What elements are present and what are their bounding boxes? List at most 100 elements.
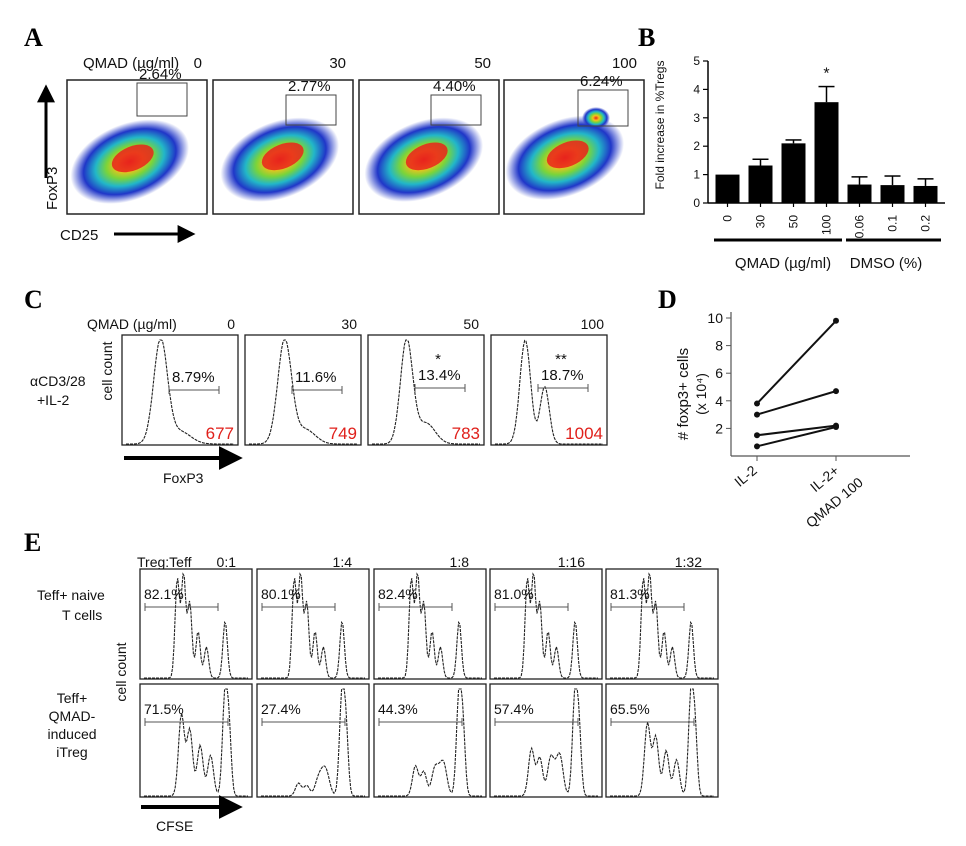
panel-e-frame-r2-4 bbox=[605, 683, 719, 798]
panel-b-bar-3 bbox=[814, 102, 839, 203]
panel-a-concentration-3: 100 bbox=[612, 55, 637, 72]
panel-d-y-tick-label-0: 2 bbox=[715, 420, 723, 436]
panel-d-y-tick-label-2: 6 bbox=[715, 365, 723, 381]
panel-e-ratio-1: 1:4 bbox=[333, 554, 353, 570]
panel-b-bar-4 bbox=[847, 184, 872, 203]
panel-e-row2-label-4: iTreg bbox=[56, 744, 87, 760]
panel-d-pair-line-3 bbox=[756, 426, 837, 448]
panel-e-gate-percent-r2-0: 71.5% bbox=[144, 701, 184, 717]
panel-c-y-axis-label: cell count bbox=[99, 341, 115, 400]
panel-c-mfi-value-2: 783 bbox=[452, 424, 480, 443]
panel-label-b: B bbox=[638, 23, 655, 52]
panel-b-x-tick-label-5: 0.1 bbox=[886, 215, 900, 232]
panel-a-concentration-0: 0 bbox=[194, 55, 202, 72]
panel-b-bar-1 bbox=[748, 165, 773, 203]
panel-e-gate-percent-r1-4: 81.3% bbox=[610, 586, 650, 602]
panel-e-frame-r1-2 bbox=[373, 568, 487, 680]
panel-e-gate-percent-r1-0: 82.1% bbox=[144, 586, 184, 602]
panel-e-gate-percent-r1-3: 81.0% bbox=[494, 586, 534, 602]
panel-e-histogram-curve-r1-4 bbox=[610, 572, 714, 679]
panel-e-histogram-curve-r1-1 bbox=[261, 572, 365, 679]
panel-d-point-il2-0 bbox=[754, 400, 760, 407]
panel-a-density-core-2 bbox=[405, 142, 448, 171]
panel-c-condition-line1: αCD3/28 bbox=[30, 373, 86, 389]
panel-e-ratio-4: 1:32 bbox=[675, 554, 702, 570]
panel-a: QMAD (µg/ml) 0 2.64% 30 2.77% 50 4.40% 1006.24… bbox=[37, 55, 645, 244]
panel-a-treg-population bbox=[582, 107, 610, 129]
panel-b-y-tick-label-5: 5 bbox=[693, 54, 700, 68]
panel-d-pair-line-0 bbox=[756, 320, 837, 405]
panel-e-histogram-curve-r1-0 bbox=[144, 572, 248, 679]
panel-label-c: C bbox=[24, 285, 43, 314]
panel-c-mfi-value-3: 1004 bbox=[565, 424, 603, 443]
panel-e-frame-r1-0 bbox=[139, 568, 253, 680]
panel-d-x-label-il2: IL-2 bbox=[731, 462, 760, 490]
panel-c-gate-percent-0: 8.79% bbox=[172, 369, 215, 386]
panel-e-gate-percent-r1-2: 82.4% bbox=[378, 586, 418, 602]
panel-c-gate-percent-3: 18.7% bbox=[541, 367, 584, 384]
panel-e-row1-label-2: T cells bbox=[62, 607, 102, 623]
panel-b-y-tick-label-1: 1 bbox=[693, 168, 700, 182]
panel-b-x-tick-label-6: 0.2 bbox=[919, 215, 933, 232]
panel-a-x-axis-label: CD25 bbox=[60, 227, 98, 244]
panel-e-histogram-curve-r1-3 bbox=[494, 572, 598, 679]
panel-e-x-axis-label: CFSE bbox=[156, 818, 193, 834]
panel-b-significance-3: * bbox=[823, 66, 829, 83]
panel-e-gate-percent-r2-3: 57.4% bbox=[494, 701, 534, 717]
panel-e-histograms: 0:1 82.1% 71.5% 1:4 80.1% 27.4% 1:8 82.4% 44.3% 1… bbox=[139, 554, 719, 798]
panel-a-gate-2 bbox=[430, 94, 482, 126]
panel-b-x-tick-label-2: 50 bbox=[787, 215, 801, 229]
panel-d-y-tick-label-4: 10 bbox=[707, 310, 723, 326]
panel-c-histogram-curve-1 bbox=[249, 339, 357, 445]
panel-e-frame-r1-4 bbox=[605, 568, 719, 680]
panel-label-d: D bbox=[658, 285, 677, 314]
panel-a-gate-percent-1: 2.77% bbox=[288, 78, 331, 95]
panel-b-x-tick-label-4: 0.06 bbox=[853, 215, 867, 239]
panel-b-y-axis-label: Fold increase in %Tregs bbox=[653, 61, 667, 190]
panel-a-header-label: QMAD (µg/ml) bbox=[83, 55, 179, 72]
panel-e-histogram-curve-r2-2 bbox=[378, 688, 482, 797]
panel-d-pair-line-1 bbox=[756, 390, 837, 416]
panel-c-mfi-value-1: 749 bbox=[329, 424, 357, 443]
panel-d-point-qmad-1 bbox=[833, 388, 839, 395]
panel-a-gate-percent-2: 4.40% bbox=[433, 78, 476, 95]
panel-e-frame-r2-0 bbox=[139, 683, 253, 798]
panel-d-y-axis-label-2: (x 10⁴) bbox=[693, 373, 709, 415]
panel-e-gate-percent-r2-1: 27.4% bbox=[261, 701, 301, 717]
panel-a-gate-percent-3: 6.24% bbox=[580, 73, 623, 90]
panel-c-significance-3: ** bbox=[555, 351, 567, 368]
panel-c-x-axis-label: FoxP3 bbox=[163, 470, 204, 486]
panel-a-density-core-0 bbox=[111, 144, 154, 173]
panel-e-gate-percent-r2-2: 44.3% bbox=[378, 701, 418, 717]
panel-a-y-axis-label: FoxP3 bbox=[44, 167, 61, 210]
panel-e-histogram-curve-r2-1 bbox=[261, 688, 365, 797]
panel-b-bar-chart: Fold increase in %Tregs QMAD (µg/ml) DMS… bbox=[653, 54, 945, 272]
panel-c-concentration-2: 50 bbox=[463, 316, 479, 332]
panel-d-point-qmad-0 bbox=[833, 317, 839, 324]
panel-c-gate-percent-2: 13.4% bbox=[418, 367, 461, 384]
panel-b-bar-5 bbox=[880, 185, 905, 203]
panel-b-x-tick-label-0: 0 bbox=[721, 215, 735, 222]
panel-e-frame-r1-1 bbox=[256, 568, 370, 680]
panel-c-gate-percent-1: 11.6% bbox=[295, 369, 336, 386]
panel-e-header-label: Treg:Teff bbox=[137, 554, 192, 570]
panel-e-y-axis-label: cell count bbox=[113, 642, 129, 701]
panel-e-histogram-curve-r2-3 bbox=[494, 688, 598, 797]
panel-c: QMAD (µg/ml) αCD3/28 +IL-2 cell count 0 8… bbox=[30, 316, 608, 486]
panel-c-concentration-3: 100 bbox=[581, 316, 605, 332]
panel-d-point-il2-3 bbox=[754, 443, 760, 450]
panel-c-mfi-value-0: 677 bbox=[206, 424, 234, 443]
panel-d-point-il2-1 bbox=[754, 411, 760, 418]
panel-d-y-tick-label-3: 8 bbox=[715, 338, 723, 354]
panel-b-bar-2 bbox=[781, 143, 806, 203]
panel-d-pair-line-2 bbox=[756, 424, 837, 437]
panel-c-histograms: 0 8.79% 677 30 11.6% 749 50 13.4%* 783 100 18.7%**… bbox=[121, 316, 608, 446]
panel-a-gate-3 bbox=[577, 89, 629, 127]
panel-b-y-tick-label-0: 0 bbox=[693, 196, 700, 210]
panel-e-row2-label-1: Teff+ bbox=[57, 690, 88, 706]
panel-b-y-tick-label-3: 3 bbox=[693, 111, 700, 125]
panel-a-concentration-1: 30 bbox=[329, 55, 346, 72]
panel-c-header-label: QMAD (µg/ml) bbox=[87, 316, 177, 332]
